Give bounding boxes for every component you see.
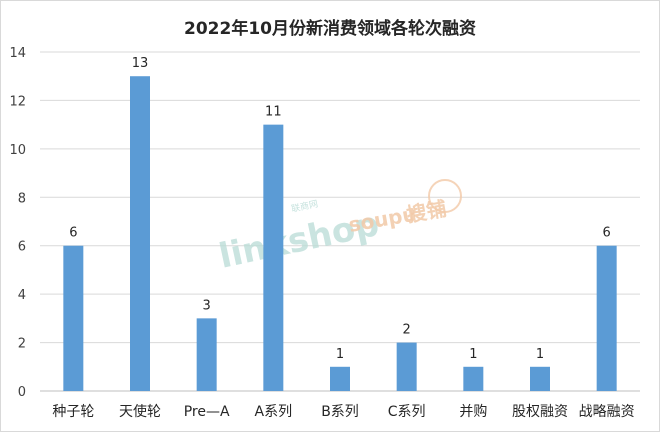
category-label: 天使轮 <box>119 403 161 420</box>
category-label: Pre—A <box>184 404 230 420</box>
bar <box>196 318 217 391</box>
category-label: A系列 <box>255 404 293 420</box>
data-label: 6 <box>69 226 77 241</box>
y-tick-label: 4 <box>18 288 26 303</box>
bar <box>130 76 150 391</box>
category-label: C系列 <box>388 404 426 420</box>
data-label: 11 <box>265 105 282 120</box>
chart-title: 2022年10月份新消费领域各轮次融资 <box>184 19 476 39</box>
y-tick-label: 2 <box>18 337 26 352</box>
category-label: 种子轮 <box>52 404 94 420</box>
bar <box>330 366 350 391</box>
category-label: 股权融资 <box>512 404 568 420</box>
bar <box>396 342 417 391</box>
y-tick-label: 8 <box>18 191 26 206</box>
category-label: 并购 <box>459 404 487 420</box>
y-tick-label: 0 <box>18 385 26 400</box>
data-label: 6 <box>603 226 611 241</box>
bar <box>263 124 284 392</box>
data-label: 3 <box>203 298 211 313</box>
watermarks: linkshop 联商网 soupu 搜铺 <box>216 179 462 277</box>
category-label: 战略融资 <box>579 404 635 420</box>
y-tick-label: 10 <box>9 143 26 158</box>
y-tick-label: 14 <box>9 46 26 61</box>
data-label: 2 <box>403 323 411 338</box>
data-label: 1 <box>469 347 477 362</box>
data-label: 13 <box>132 56 149 71</box>
data-label: 1 <box>336 347 344 362</box>
y-tick-label: 12 <box>9 94 26 109</box>
soupu-watermark-circle <box>428 179 462 213</box>
category-label: B系列 <box>321 404 359 420</box>
bar <box>63 245 84 391</box>
linkshop-watermark-cn: 联商网 <box>290 198 319 215</box>
y-tick-label: 6 <box>18 240 26 255</box>
data-label: 1 <box>536 347 544 362</box>
bars <box>63 76 617 392</box>
labels: 6 种子轮 13 天使轮 3 Pre—A 11 A系列 1 B系列 2 C系列 1 并购 1 股权融资 6 战略融… <box>52 56 634 420</box>
bar <box>530 366 550 391</box>
bar <box>596 245 617 391</box>
bar <box>463 366 484 391</box>
